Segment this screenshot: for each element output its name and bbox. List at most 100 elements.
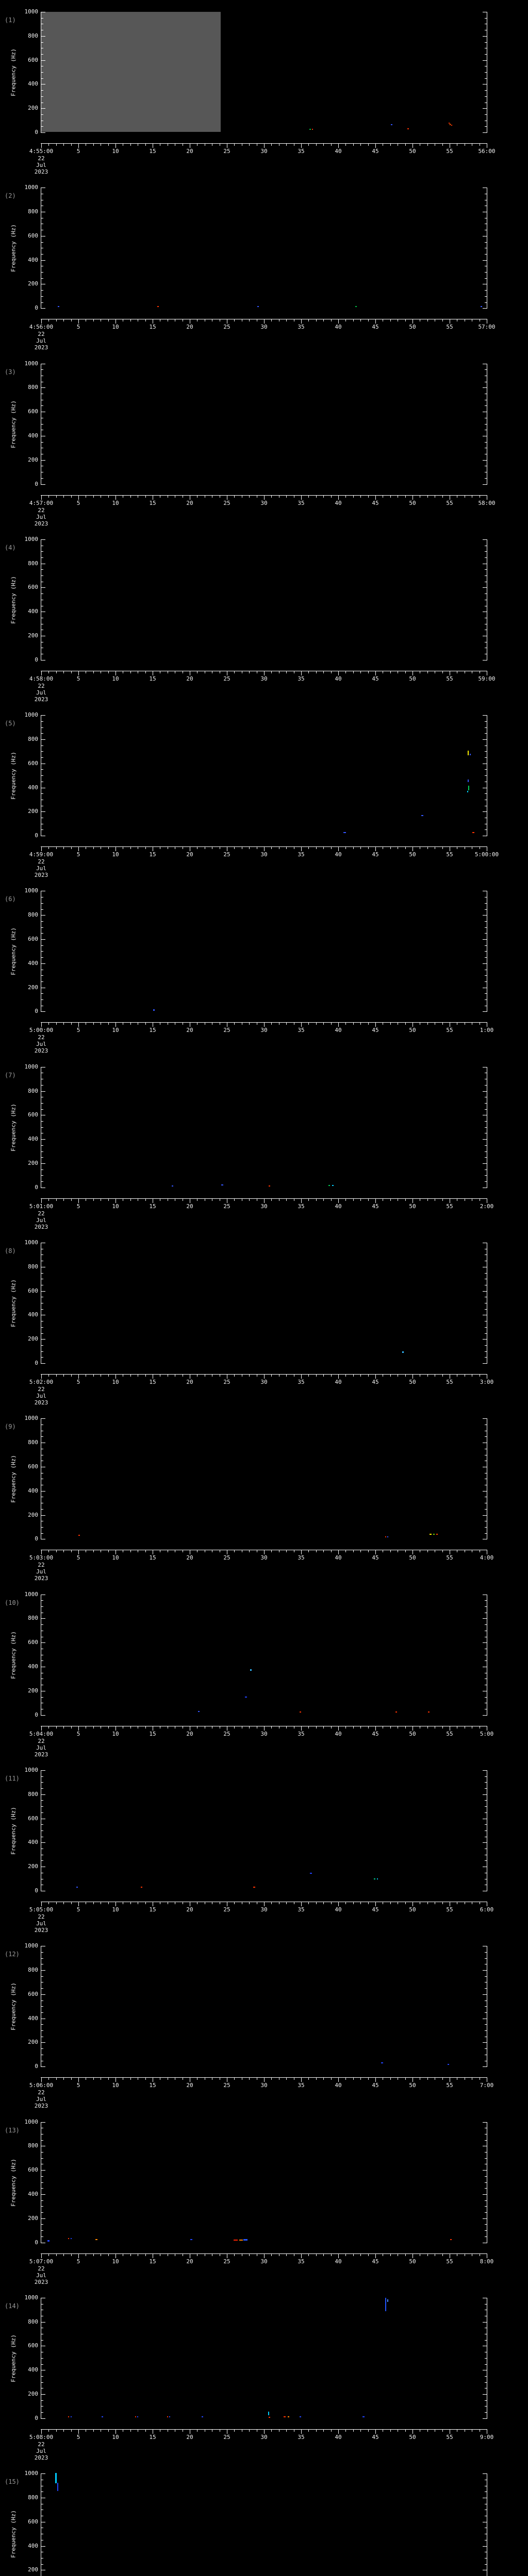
y-tick-label: 800 (28, 911, 38, 919)
y-axis-tick (483, 2321, 487, 2323)
x-start-label: 5:04:00 (29, 1730, 54, 1737)
detection-mark (70, 2238, 72, 2240)
y-axis-tick (485, 1812, 487, 1813)
x-axis-tick (442, 144, 443, 146)
panel-number: (9) (5, 1423, 16, 1431)
y-axis-tick (483, 1418, 487, 1419)
y-axis-tick (485, 2012, 487, 2013)
x-axis-tick (93, 847, 94, 850)
x-axis-tick (78, 2253, 79, 2258)
x-axis-tick (405, 671, 406, 673)
y-axis-tick (485, 253, 487, 255)
y-axis-tick (41, 2182, 43, 2183)
y-axis-tick (41, 2176, 43, 2177)
y-axis-tick (485, 1181, 487, 1182)
x-axis-tick (412, 671, 413, 675)
x-tick-label: 35 (298, 2258, 305, 2265)
x-axis-tick (412, 1902, 413, 1906)
y-axis-tick (41, 1175, 43, 1176)
y-axis-tick (41, 2024, 43, 2025)
x-axis-tick (71, 1902, 72, 1904)
y-axis-tick (485, 927, 487, 928)
y-axis-tick (485, 1103, 487, 1104)
x-axis-tick (368, 319, 369, 322)
date-label: Jul (36, 1216, 46, 1224)
y-axis-tick (41, 290, 43, 291)
x-axis-tick (405, 495, 406, 498)
x-axis-tick (93, 2429, 94, 2432)
x-axis-tick (375, 144, 376, 148)
y-axis-tick (483, 939, 487, 940)
date-label: Jul (36, 337, 46, 345)
x-axis-tick (234, 495, 235, 498)
x-tick-label: 10 (112, 1027, 119, 1034)
x-axis-tick (390, 671, 391, 673)
y-axis-tick (41, 2564, 43, 2565)
y-axis-tick (483, 460, 487, 461)
y-axis-tick (41, 460, 45, 461)
x-axis-tick (56, 495, 57, 498)
y-axis-tick (483, 1139, 487, 1140)
detection-mark (468, 785, 470, 790)
y-tick-label: 200 (28, 984, 38, 991)
date-label: 22 (38, 1210, 45, 1217)
y-axis-tick (41, 1333, 43, 1334)
y-axis-tick (41, 811, 45, 812)
x-axis-tick (108, 1726, 109, 1728)
x-axis-tick (308, 319, 309, 322)
y-axis-tick (41, 909, 43, 910)
x-tick-label: 25 (223, 499, 230, 506)
date-label: 2023 (34, 872, 48, 879)
x-axis-tick (130, 495, 131, 498)
x-axis-tick (249, 1375, 250, 1377)
y-axis-title: Frequency (Hz) (10, 1807, 17, 1855)
x-axis-tick (316, 144, 317, 146)
x-axis-tick (41, 1902, 42, 1906)
x-axis-tick (63, 2253, 64, 2256)
no-data-region (41, 12, 221, 132)
date-label: 22 (38, 682, 45, 689)
x-start-label: 5:07:00 (29, 2258, 54, 2265)
x-tick-label: 50 (409, 1906, 416, 1913)
y-axis-tick (41, 557, 43, 558)
x-axis-tick (93, 1023, 94, 1025)
y-tick-label: 800 (28, 1087, 38, 1094)
y-axis-tick (41, 1642, 45, 1643)
y-tick-label: 0 (35, 2239, 38, 2246)
x-tick-label: 30 (260, 1906, 268, 1913)
x-axis-tick (308, 2253, 309, 2256)
x-axis-tick (331, 847, 332, 850)
x-axis-tick (145, 2078, 146, 2080)
x-tick-label: 50 (409, 499, 416, 506)
x-axis-tick (338, 1023, 339, 1027)
x-axis-tick (308, 2078, 309, 2080)
x-axis-tick (338, 319, 339, 324)
x-end-label: 4:00 (480, 1554, 494, 1562)
y-axis-tick (41, 302, 43, 303)
y-axis-tick (41, 72, 43, 73)
detection-mark (268, 1185, 270, 1187)
date-label: 22 (38, 155, 45, 162)
x-tick-label: 20 (186, 2258, 193, 2265)
x-axis-tick (331, 1198, 332, 1201)
y-axis-tick (485, 1145, 487, 1146)
detection-mark (169, 2416, 171, 2417)
x-axis-tick (271, 1198, 272, 1201)
y-axis-tick (41, 114, 43, 115)
x-axis-tick (375, 2078, 376, 2082)
y-axis-tick (483, 1291, 487, 1292)
y-axis-tick (41, 2340, 43, 2341)
detection-mark (448, 122, 450, 124)
spectrogram-panel: (11) Frequency (Hz) 0 200 400 600 800 1000 5 10… (0, 1758, 528, 1934)
x-axis-tick (308, 1726, 309, 1728)
y-axis-tick (41, 1860, 43, 1861)
x-tick-label: 35 (298, 1730, 305, 1737)
y-tick-label: 600 (28, 1463, 38, 1470)
y-axis-tick (483, 1490, 487, 1492)
date-label: 22 (38, 2265, 45, 2272)
y-tick-label: 200 (28, 456, 38, 463)
x-tick-label: 40 (335, 499, 342, 506)
x-axis-tick (48, 2253, 50, 2256)
y-axis-tick (41, 1624, 43, 1625)
x-axis-tick (345, 495, 346, 498)
